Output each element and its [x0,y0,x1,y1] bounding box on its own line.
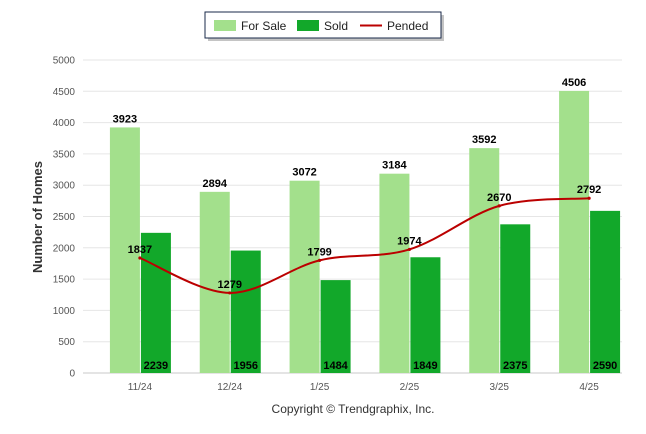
legend[interactable]: For Sale Sold Pended [204,11,444,41]
data-label-for-sale: 3923 [113,113,137,125]
legend-box [204,11,442,39]
data-label-for-sale: 2894 [203,178,228,190]
legend-label-for-sale[interactable]: For Sale [241,19,287,33]
legend-label-sold[interactable]: Sold [324,19,348,33]
bar-for-sale[interactable] [379,173,410,373]
x-tick-label: 2/25 [400,382,420,393]
data-label-for-sale: 4506 [562,77,586,89]
y-tick-label: 2000 [53,243,76,254]
data-label-pended: 1799 [307,246,331,258]
x-tick-label: 11/24 [128,382,153,393]
line-layer [138,196,591,295]
y-tick-label: 1000 [53,306,76,317]
data-label-pended: 2792 [577,184,601,196]
legend-swatch-for-sale [214,20,236,31]
point-pended[interactable] [587,196,591,200]
point-pended[interactable] [317,258,322,262]
data-label-pended: 1974 [397,235,422,247]
y-tick-label: 0 [69,369,75,380]
y-tick-label: 3500 [53,149,76,160]
data-label-pended: 1837 [128,244,152,256]
x-tick-label: 4/25 [579,382,599,393]
bar-for-sale[interactable] [559,90,590,373]
data-label-for-sale: 3592 [472,134,496,146]
y-axis-title: Number of Homes [30,161,45,273]
y-tick-labels: 0 500 1000 1500 2000 2500 3000 3500 4000 4500 5000 [53,56,76,380]
x-tick-label: 12/24 [217,382,242,393]
legend-swatch-sold [297,20,319,31]
bar-sold[interactable] [500,224,531,373]
copyright-credit: Copyright © Trendgraphix, Inc. [272,402,435,416]
bar-sold[interactable] [410,257,441,373]
data-label-layer: 3923 2239 2894 1956 3072 1484 3184 1849 3592 2375… [113,77,618,372]
point-pended[interactable] [138,256,142,260]
bar-sold[interactable] [140,232,171,373]
bar-sold[interactable] [590,210,621,373]
data-label-sold: 1849 [413,360,437,372]
point-pended[interactable] [497,204,501,208]
data-label-for-sale: 3184 [382,160,407,172]
bar-for-sale[interactable] [289,180,320,373]
data-label-sold: 2590 [593,360,617,372]
data-label-sold: 1956 [234,360,258,372]
y-tick-label: 3000 [53,181,76,192]
data-label-for-sale: 3072 [292,167,316,179]
grid-layer [83,59,622,374]
y-tick-label: 500 [58,337,75,348]
bar-for-sale[interactable] [199,191,230,373]
x-tick-labels: 11/24 12/24 1/25 2/25 3/25 4/25 [128,382,599,393]
y-tick-label: 4500 [53,87,76,98]
y-tick-label: 5000 [53,56,76,67]
line-pended[interactable] [139,197,590,294]
data-label-sold: 2239 [144,360,168,372]
bar-sold[interactable] [320,280,351,373]
bar-layer [109,90,621,373]
bar-sold[interactable] [230,250,261,373]
data-label-pended: 2670 [487,192,511,204]
data-label-pended: 1279 [218,279,242,291]
x-tick-label: 1/25 [310,382,330,393]
bar-for-sale[interactable] [109,127,140,373]
bar-for-sale[interactable] [469,148,500,373]
y-tick-label: 4000 [53,118,76,129]
point-pended[interactable] [228,291,232,295]
legend-label-pended[interactable]: Pended [387,19,428,33]
point-pended[interactable] [407,247,412,252]
y-tick-label: 1500 [53,275,76,286]
y-tick-label: 2500 [53,212,76,223]
data-label-sold: 2375 [503,360,527,372]
data-label-sold: 1484 [323,360,348,372]
x-tick-label: 3/25 [490,382,510,393]
